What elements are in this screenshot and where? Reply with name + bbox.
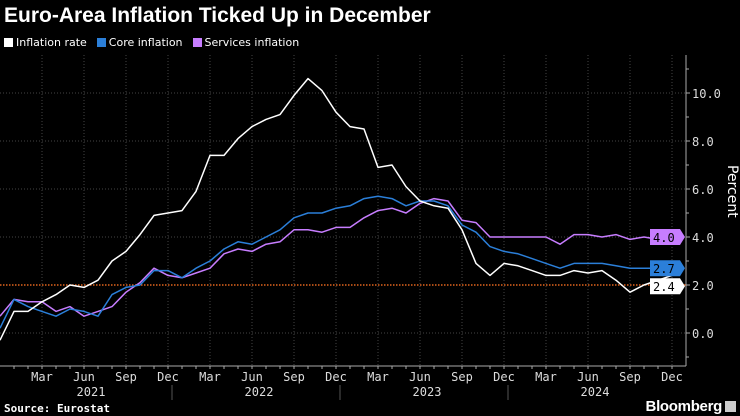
y-tick-label: 4.0 <box>692 231 714 245</box>
x-tick-label: Dec <box>325 370 347 384</box>
y-tick-label: 6.0 <box>692 183 714 197</box>
end-label-value: 2.7 <box>653 262 675 276</box>
chart-title: Euro-Area Inflation Ticked Up in Decembe… <box>4 4 431 27</box>
end-label-core-inflation: 2.7 <box>650 260 685 277</box>
y-tick-label: 8.0 <box>692 135 714 149</box>
legend-label: Core inflation <box>108 36 183 49</box>
legend-item-core-inflation: Core inflation <box>96 36 183 49</box>
x-tick-label: Mar <box>31 370 53 384</box>
x-year-label: 2021 <box>77 385 106 399</box>
y-tick-label: 10.0 <box>692 87 721 101</box>
end-label-value: 4.0 <box>653 231 675 245</box>
x-tick-label: Jun <box>73 370 95 384</box>
end-label-flag <box>650 278 685 295</box>
end-label-value: 2.4 <box>653 280 675 294</box>
series-line-core-inflation <box>0 195 672 329</box>
end-label-flag <box>650 229 685 245</box>
x-tick-label: Sep <box>451 370 473 384</box>
x-tick-label: Mar <box>367 370 389 384</box>
x-tick-label: Sep <box>115 370 137 384</box>
legend-item-inflation-rate: Inflation rate <box>4 36 87 49</box>
x-year-label: 2024 <box>581 385 610 399</box>
legend-item-services-inflation: Services inflation <box>192 36 300 49</box>
legend: Inflation rate Core inflation Services i… <box>4 36 299 49</box>
series-line-services-inflation <box>0 197 673 317</box>
end-label-inflation-rate: 2.4 <box>650 278 685 295</box>
x-year-label: 2022 <box>245 385 274 399</box>
x-tick-label: Mar <box>535 370 557 384</box>
x-tick-label: Dec <box>157 370 179 384</box>
x-tick-label: Jun <box>241 370 263 384</box>
x-tick-label: Jun <box>409 370 431 384</box>
end-label-services-inflation: 4.0 <box>650 229 685 245</box>
y-tick-label: 0.0 <box>692 327 714 341</box>
x-tick-label: Sep <box>283 370 305 384</box>
x-tick-label: Jun <box>577 370 599 384</box>
bloomberg-logo: Bloomberg <box>645 398 723 415</box>
legend-label: Inflation rate <box>16 36 87 49</box>
end-label-flag <box>650 260 685 277</box>
x-tick-label: Dec <box>661 370 683 384</box>
x-tick-label: Mar <box>199 370 221 384</box>
legend-swatch <box>192 38 202 47</box>
x-tick-label: Dec <box>493 370 515 384</box>
bloomberg-terminal-icon <box>725 401 736 412</box>
x-year-label: 2023 <box>413 385 442 399</box>
source-note: Source: Eurostat <box>4 402 110 415</box>
y-tick-label: 2.0 <box>692 279 714 293</box>
series-line-inflation-rate <box>0 77 673 341</box>
y-axis-label: Percent <box>724 165 740 218</box>
legend-swatch <box>96 38 106 47</box>
legend-label: Services inflation <box>204 36 300 49</box>
legend-swatch <box>4 38 13 47</box>
x-tick-label: Sep <box>619 370 641 384</box>
